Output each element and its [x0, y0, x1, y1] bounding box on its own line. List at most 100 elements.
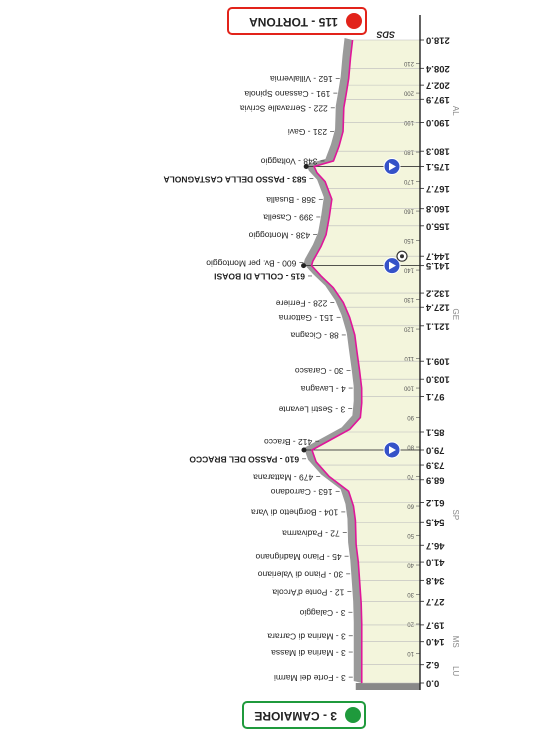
km-label: 202.7: [426, 80, 450, 91]
place-label: 3 - Calaggio: [299, 608, 345, 618]
km-label: 61.2: [426, 497, 445, 508]
minor-tick-label: 160: [403, 207, 414, 213]
finish-icon: [346, 13, 362, 29]
km-label: 46.7: [426, 540, 445, 551]
place-label: 231 - Gavi: [288, 127, 327, 137]
km-label: 41.0: [426, 557, 445, 568]
place-label: 368 - Busalla: [266, 195, 316, 205]
km-label: 155.0: [426, 220, 450, 231]
km-label: 144.7: [426, 251, 450, 262]
place-label: 600 - Bv. per Montoggio: [206, 258, 296, 268]
minor-tick-label: 210: [403, 60, 414, 66]
finish-label: 115 - TORTONA: [249, 15, 338, 29]
minor-tick-label: 130: [403, 296, 414, 302]
place-label: 12 - Ponte d'Arcola: [272, 587, 344, 597]
km-label: 73.9: [426, 460, 445, 471]
region-label: LU: [451, 666, 460, 676]
place-label: 151 - Gattorna: [279, 313, 334, 323]
km-label: 160.8: [426, 203, 450, 214]
minor-tick-label: 50: [407, 532, 414, 538]
km-label: 6.2: [426, 659, 439, 670]
place-label: 191 - Cassano Spinola: [244, 89, 330, 99]
place-label: 104 - Borghetto di Vara: [251, 508, 339, 518]
place-label: 45 - Piano Madrignano: [255, 552, 341, 562]
region-label: MS: [451, 636, 460, 648]
region-label: SP: [451, 510, 460, 521]
km-label: 85.1: [425, 426, 444, 437]
minor-tick-label: 190: [403, 119, 414, 125]
profile-shadow: [303, 38, 362, 683]
place-label: 3 - Forte dei Marmi: [274, 673, 346, 683]
finish-badge: [227, 7, 367, 35]
place-label: 479 - Mattarana: [253, 472, 313, 482]
km-label: 197.9: [426, 94, 450, 105]
minor-tick-label: 110: [404, 355, 414, 361]
place-label: 610 - PASSO DEL BRACCO: [189, 455, 299, 465]
climb-dot: [301, 447, 307, 453]
km-label: 34.8: [426, 575, 445, 586]
place-label: 222 - Serravalle Scrivia: [240, 104, 328, 114]
km-label: 127.4: [425, 302, 449, 313]
place-label: 399 - Casella: [263, 213, 313, 223]
minor-tick-label: 20: [407, 620, 414, 626]
km-label: 19.7: [426, 619, 445, 630]
minor-tick-label: 120: [403, 325, 414, 331]
place-label: 30 - Carasco: [295, 366, 344, 376]
km-label: 175.1: [425, 161, 449, 172]
km-label: 208.4: [425, 63, 449, 74]
km-label: 109.1: [425, 356, 449, 367]
minor-tick-label: 80: [407, 443, 414, 449]
minor-tick-label: 180: [403, 149, 414, 155]
climb-dot: [301, 263, 307, 269]
rotated-view: 10 20 30 40 50 60 70 80 90 100 110 120 130 140 150 160 1…: [163, 7, 460, 729]
minor-tick-label: 70: [407, 473, 414, 479]
place-label: 615 - COLLA DI BOASI: [214, 272, 305, 282]
minor-tick-label: 30: [407, 591, 414, 597]
logo: SDS: [376, 30, 395, 40]
km-label: 167.7: [426, 183, 450, 194]
km-label: 97.1: [425, 391, 444, 402]
profile-line: [310, 39, 363, 683]
place-label: 3 - Marina di Carrara: [267, 632, 346, 642]
place-label: 72 - Padivarma: [282, 528, 340, 538]
start-block: [355, 683, 420, 690]
place-label: 438 - Montoggio: [248, 230, 310, 240]
place-label: 412 - Bracco: [264, 437, 312, 447]
minor-tick-label: 10: [407, 650, 414, 656]
place-label: 348 - Voltaggio: [260, 157, 317, 167]
km-label: 27.7: [426, 596, 445, 607]
km-label: 68.9: [426, 474, 445, 485]
minor-tick-label: 60: [407, 502, 414, 508]
climb-icon: [389, 261, 396, 270]
km-label: 190.0: [426, 117, 450, 128]
minor-tick-label: 200: [403, 90, 414, 96]
place-label: 30 - Piano di Valeriano: [257, 570, 343, 580]
place-label: 3 - Marina di Massa: [271, 648, 346, 658]
place-label: 163 - Carrodano: [270, 487, 332, 497]
start-label: 3 - CAMAIORE: [254, 709, 337, 723]
minor-tick-label: 140: [403, 266, 414, 272]
km-label: 180.3: [426, 146, 450, 157]
climb-icon: [389, 162, 396, 171]
km-label: 141.5: [425, 260, 449, 271]
km-label: 132.2: [426, 288, 450, 299]
km-label: 54.5: [425, 517, 444, 528]
place-label: 4 - Lavagna: [301, 384, 346, 394]
climb-icon: [389, 445, 396, 454]
km-label: 14.0: [426, 636, 445, 647]
place-label: 228 - Ferriere: [276, 298, 328, 308]
place-label: 162 - Villalvernia: [270, 74, 333, 84]
km-label: 121.1: [425, 320, 449, 331]
minor-tick-label: 150: [403, 237, 414, 243]
minor-tick-label: 100: [403, 384, 414, 390]
place-label: 88 - Cicagna: [290, 331, 338, 341]
region-label: AL: [451, 106, 460, 116]
start-icon: [345, 707, 361, 723]
start-badge: [242, 701, 366, 729]
minor-tick-label: 170: [403, 178, 414, 184]
sprint-icon: [400, 254, 404, 259]
km-label: 79.0: [426, 444, 445, 455]
climb-dot: [303, 164, 309, 170]
region-label: GE: [451, 309, 460, 321]
